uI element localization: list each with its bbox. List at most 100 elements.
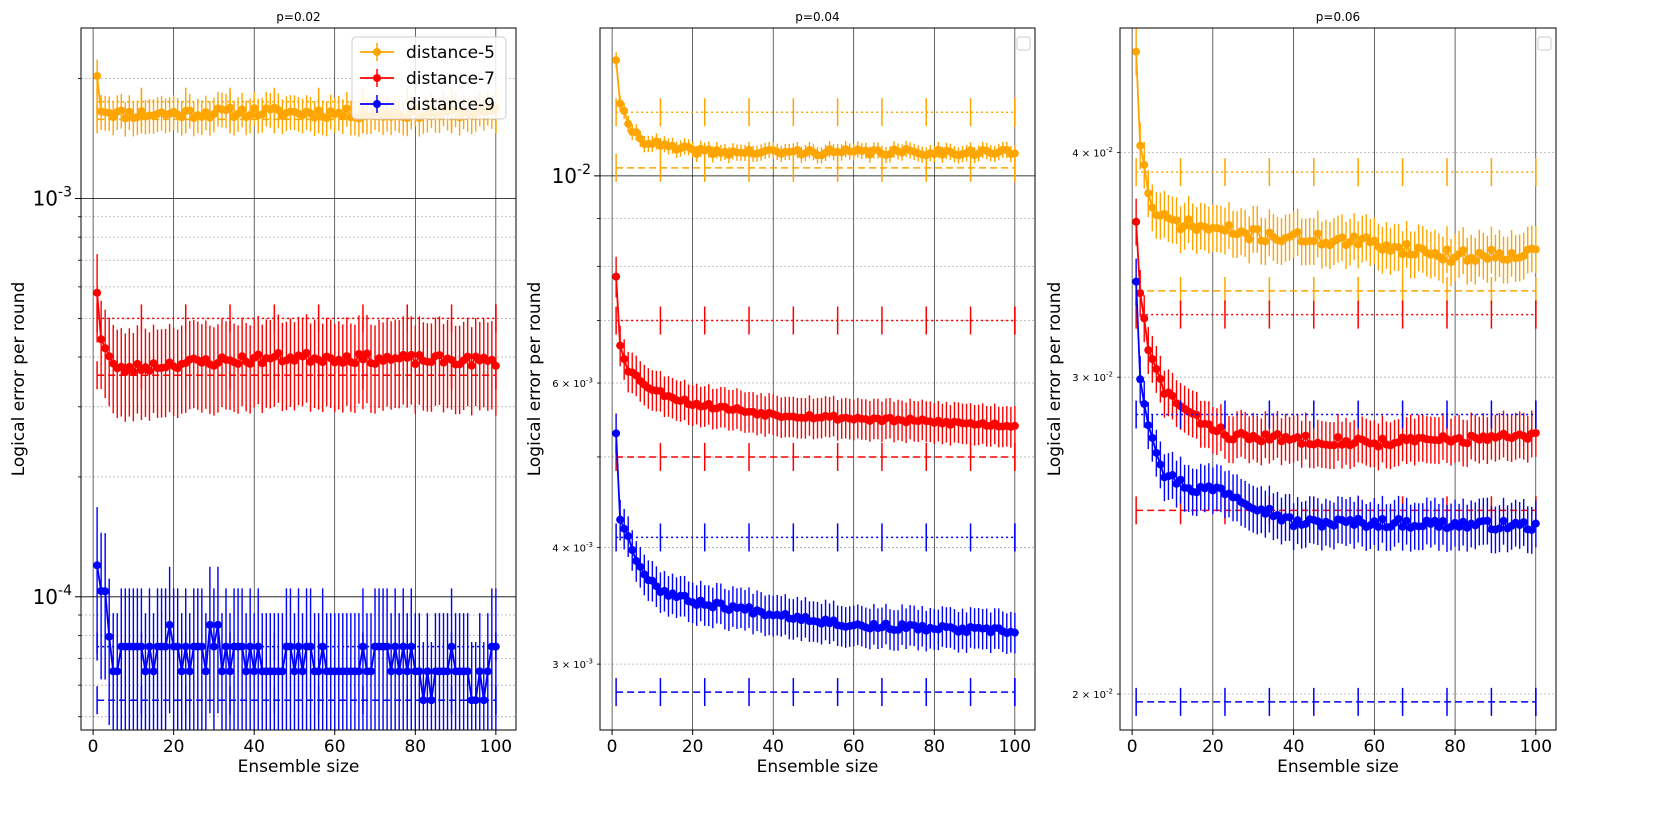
data-point [1374, 522, 1383, 531]
data-point [338, 358, 347, 367]
data-point [479, 696, 488, 705]
y-minor-tick-label: 3 × 10-3 [552, 658, 593, 672]
data-point [1370, 517, 1379, 526]
y-axis-label: Logical error per round [1045, 282, 1065, 477]
data-point [624, 532, 633, 541]
data-point [1519, 518, 1528, 527]
data-point [620, 106, 629, 115]
data-point [1418, 522, 1427, 531]
data-point [383, 642, 392, 651]
data-point [624, 119, 633, 128]
series-distance-7 [93, 254, 500, 422]
data-point [1519, 251, 1528, 260]
data-point [185, 667, 194, 676]
legend-entry: distance-7 [360, 69, 495, 89]
data-point [1245, 235, 1254, 244]
legend-label: distance-9 [406, 95, 495, 115]
data-point [105, 632, 114, 641]
data-point [1293, 228, 1302, 237]
data-point [1301, 431, 1310, 440]
data-point [1394, 514, 1403, 523]
data-point [1531, 428, 1540, 437]
data-point [1010, 421, 1019, 430]
data-point [97, 335, 106, 344]
x-tick-label: 40 [243, 737, 265, 757]
x-axis: 0 20 40 60 80 100 Ensemble size [607, 730, 1031, 777]
data-point [1394, 243, 1403, 252]
data-point [274, 105, 283, 114]
data-point [1443, 245, 1451, 254]
data-point [680, 591, 689, 600]
data-point [238, 642, 247, 651]
data-point [391, 642, 400, 651]
data-point [443, 667, 452, 676]
y-axis: 2 × 10-2 3 × 10-2 4 × 10-2 Logical error pe… [1045, 146, 1120, 701]
x-tick-label: 100 [480, 737, 512, 757]
x-axis-label: Ensemble size [757, 757, 879, 777]
data-point [1459, 246, 1468, 255]
data-point [1148, 203, 1157, 212]
data-point [1350, 232, 1359, 241]
data-point [1257, 437, 1266, 446]
data-point [129, 367, 138, 376]
data-point [278, 667, 287, 676]
data-point [298, 667, 307, 676]
x-axis: 0 20 40 60 80 100 Ensemble size [1127, 730, 1552, 777]
data-point [1438, 255, 1447, 264]
data-point [294, 642, 303, 651]
data-point [1350, 520, 1359, 529]
data-point [1434, 522, 1443, 531]
x-tick-label: 20 [1202, 737, 1224, 757]
x-tick-label: 0 [88, 737, 99, 757]
data-point [117, 106, 126, 115]
data-point [427, 696, 436, 705]
data-point [640, 570, 649, 579]
series-distance-7 [612, 256, 1019, 471]
data-point [1354, 240, 1363, 249]
plot-frame [1119, 27, 1557, 731]
data-point [274, 349, 283, 358]
data-point [1010, 149, 1019, 158]
data-point [1148, 433, 1157, 442]
y-axis: 10-4 10-3 Logical error per round [9, 78, 81, 718]
plot-frame [599, 27, 1036, 731]
data-point [226, 103, 235, 112]
data-point [1156, 374, 1165, 383]
data-point [318, 642, 327, 651]
x-tick-label: 80 [1444, 737, 1466, 757]
data-point [358, 642, 367, 651]
data-point [234, 359, 243, 368]
data-point [101, 344, 110, 353]
data-point [612, 56, 621, 65]
data-point [415, 667, 424, 676]
data-point [1471, 256, 1480, 265]
x-tick-label: 80 [404, 737, 426, 757]
x-tick-label: 0 [607, 737, 618, 757]
data-point [145, 642, 154, 651]
data-point [165, 620, 174, 629]
data-point [177, 113, 186, 122]
data-point [1459, 517, 1468, 526]
data-point [1378, 434, 1387, 443]
data-point [616, 515, 625, 524]
data-point [213, 358, 222, 367]
data-point [314, 106, 323, 115]
data-point [628, 545, 637, 554]
data-point [411, 360, 420, 369]
data-point [350, 359, 359, 368]
data-point [1156, 460, 1165, 469]
data-point [1216, 423, 1225, 432]
legend-box-empty [1537, 36, 1552, 51]
data-point [342, 352, 351, 361]
chart-title: p=0.02 [276, 10, 320, 24]
data-point [133, 359, 142, 368]
data-point [1180, 221, 1189, 230]
data-point [185, 106, 194, 115]
y-axis: 10-2 3 × 10-3 4 × 10-3 6 × 10-3 Logical erro… [525, 162, 600, 671]
data-point [310, 113, 319, 122]
data-point [483, 667, 492, 676]
data-point [113, 667, 122, 676]
data-point [1168, 391, 1177, 400]
data-point [93, 561, 102, 570]
